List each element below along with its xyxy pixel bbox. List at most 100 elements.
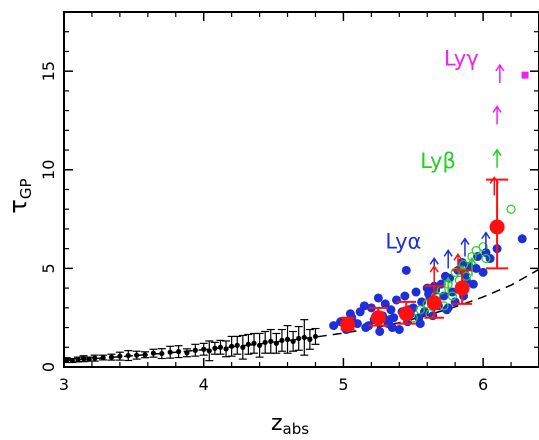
lowz-data-point bbox=[283, 324, 292, 354]
point-marker bbox=[69, 357, 75, 364]
x-axis-label-main: z bbox=[271, 411, 283, 436]
point-marker bbox=[108, 354, 115, 360]
y-tick-label: 10 bbox=[39, 160, 58, 180]
lowz-data-point bbox=[107, 353, 116, 361]
upper-limit-arrow bbox=[460, 237, 470, 257]
lowz-data-point bbox=[182, 348, 191, 358]
binned-data-point bbox=[424, 285, 444, 319]
lya-data-point bbox=[380, 299, 390, 309]
arrow-head bbox=[460, 237, 470, 245]
point-marker bbox=[245, 341, 252, 347]
lya-data-point bbox=[411, 287, 421, 297]
point-marker bbox=[284, 336, 291, 342]
y-tick-label: 15 bbox=[39, 61, 58, 81]
lowz-data-point bbox=[255, 332, 264, 358]
lowz-data-point bbox=[250, 332, 258, 354]
lowz-data-point bbox=[233, 335, 242, 355]
point-marker bbox=[212, 345, 218, 351]
lowz-data-point bbox=[277, 328, 286, 352]
lya-data-point bbox=[468, 279, 478, 289]
x-axis-label: zabs bbox=[271, 411, 309, 438]
point-marker bbox=[223, 346, 229, 352]
lowz-data-point bbox=[199, 342, 208, 356]
lya-data-point bbox=[400, 291, 410, 301]
x-tick-label: 3 bbox=[59, 375, 69, 394]
point-marker bbox=[100, 354, 106, 361]
point-marker bbox=[229, 343, 235, 349]
point-marker bbox=[240, 344, 246, 350]
point-marker bbox=[167, 349, 173, 355]
lya-data-point bbox=[392, 295, 401, 305]
upper-limit-arrow bbox=[443, 276, 453, 296]
point-marker bbox=[398, 306, 414, 322]
upper-limit-arrow bbox=[429, 264, 439, 285]
arrow-head bbox=[429, 264, 439, 273]
point-marker bbox=[301, 334, 307, 341]
upper-limit-arrow bbox=[481, 231, 491, 251]
lya-data-point bbox=[394, 325, 404, 335]
point-marker bbox=[75, 356, 81, 363]
lowz-data-point bbox=[124, 350, 133, 362]
point-marker bbox=[279, 337, 285, 343]
point-marker bbox=[217, 344, 224, 350]
upper-limit-arrow bbox=[467, 256, 477, 277]
point-marker bbox=[262, 339, 268, 345]
lowz-data-point bbox=[132, 350, 141, 360]
point-marker bbox=[192, 347, 198, 353]
arrow-head bbox=[453, 252, 463, 261]
lya-data-point bbox=[386, 305, 396, 315]
annotation-label: Lyβ bbox=[420, 149, 456, 173]
lowz-data-point bbox=[157, 348, 166, 360]
lowz-data-point bbox=[205, 340, 214, 362]
point-marker bbox=[142, 352, 148, 358]
lowz-data-point bbox=[244, 333, 253, 355]
arrow-head bbox=[429, 256, 439, 265]
lowz-data-point bbox=[294, 325, 303, 351]
point-marker bbox=[175, 349, 182, 355]
point-marker bbox=[454, 280, 470, 296]
lya-data-point bbox=[478, 267, 488, 277]
upper-limit-arrow bbox=[495, 63, 505, 83]
lya-data-point bbox=[387, 323, 397, 333]
point-marker bbox=[159, 350, 165, 357]
point-marker bbox=[125, 352, 131, 359]
point-marker bbox=[201, 346, 207, 352]
lyb-data-point bbox=[450, 267, 460, 277]
point-marker bbox=[134, 352, 140, 358]
point-marker bbox=[64, 357, 70, 363]
binned-data-point bbox=[452, 269, 472, 305]
upper-limit-arrow bbox=[492, 105, 502, 125]
lyb-data-point bbox=[481, 253, 491, 264]
lya-data-point bbox=[517, 234, 527, 244]
y-axis-label-main: τ bbox=[4, 199, 32, 213]
lya-data-point bbox=[419, 307, 429, 317]
point-marker bbox=[307, 336, 313, 342]
lowz-data-point bbox=[300, 319, 309, 356]
lya-data-point bbox=[415, 319, 425, 329]
lya-data-point bbox=[471, 263, 481, 273]
lowz-data-point bbox=[174, 345, 183, 359]
point-marker bbox=[489, 219, 505, 235]
x-tick-label: 6 bbox=[478, 375, 488, 394]
chart-annotations: Lyγ Lyβ Lyα bbox=[385, 46, 478, 253]
lya-data-point bbox=[352, 319, 362, 329]
lyb-data-point bbox=[478, 242, 488, 252]
lowz-data-point bbox=[289, 330, 298, 352]
point-marker bbox=[312, 333, 319, 340]
y-tick-label: 0 bbox=[39, 362, 58, 372]
lya-data-point bbox=[417, 297, 427, 307]
point-marker bbox=[117, 353, 123, 359]
lya-data-point bbox=[373, 293, 383, 303]
lyg-data-point bbox=[521, 71, 529, 79]
lya-data-point bbox=[359, 301, 369, 311]
lowz-data-point bbox=[149, 348, 158, 358]
lowz-data-point bbox=[166, 345, 175, 359]
point-marker bbox=[86, 356, 92, 362]
lyb-data-point bbox=[471, 246, 481, 256]
point-marker bbox=[290, 338, 296, 344]
annotation-label: Lyα bbox=[385, 230, 421, 254]
chart-axes: 3 4 5 6 0 5 10 15 bbox=[39, 12, 539, 394]
lowz-data-point bbox=[68, 357, 77, 364]
point-marker bbox=[268, 338, 274, 344]
